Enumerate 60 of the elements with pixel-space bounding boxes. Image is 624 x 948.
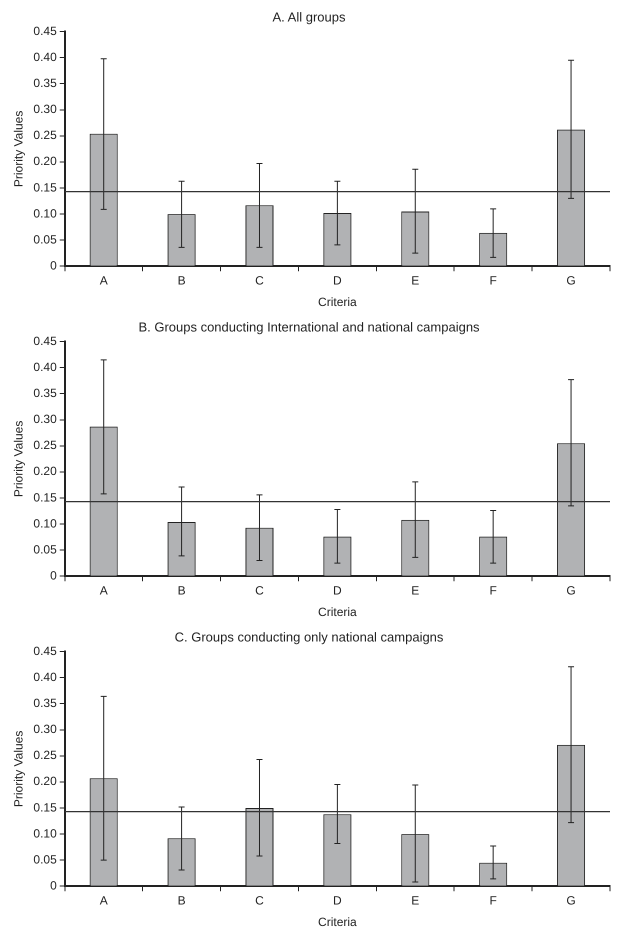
x-tick-label: F — [489, 894, 497, 908]
x-tick-label: B — [178, 274, 186, 288]
x-tick-label: F — [489, 584, 497, 598]
y-tick-label: 0.40 — [33, 360, 58, 374]
y-tick-label: 0.30 — [33, 722, 58, 736]
y-tick-label: 0.40 — [33, 50, 58, 64]
y-axis-title: Priority Values — [12, 730, 26, 808]
y-tick-label: 0.20 — [33, 464, 58, 478]
y-axis-title: Priority Values — [12, 420, 26, 498]
x-tick-label: C — [255, 584, 264, 598]
y-tick-label: 0.10 — [33, 826, 58, 840]
x-tick-label: A — [100, 274, 108, 288]
x-tick-label: F — [489, 274, 497, 288]
y-tick-label: 0.10 — [33, 516, 58, 530]
y-tick-label: 0.45 — [33, 644, 58, 658]
x-axis-title: Criteria — [318, 605, 358, 620]
y-tick-label: 0.10 — [33, 206, 58, 220]
x-tick-label: B — [178, 584, 186, 598]
y-tick-label: 0.20 — [33, 154, 58, 168]
y-tick-label: 0.05 — [33, 852, 58, 866]
y-tick-label: 0 — [50, 258, 58, 273]
x-tick-label: G — [566, 894, 576, 908]
y-tick-label: 0.05 — [33, 542, 58, 556]
y-tick-label: 0.30 — [33, 102, 58, 116]
x-tick-label: D — [333, 894, 342, 908]
x-tick-label: A — [100, 584, 108, 598]
y-axis-title: Priority Values — [12, 110, 26, 188]
x-tick-label: D — [333, 274, 342, 288]
y-tick-label: 0.45 — [33, 334, 58, 348]
chart-title: A. All groups — [272, 9, 346, 24]
y-tick-label: 0.05 — [33, 232, 58, 246]
x-tick-label: E — [411, 584, 420, 598]
y-tick-label: 0 — [50, 878, 58, 893]
y-tick-label: 0.15 — [33, 800, 58, 814]
y-tick-label: 0.35 — [33, 386, 58, 400]
y-tick-label: 0.45 — [33, 24, 58, 38]
x-tick-label: G — [566, 274, 576, 288]
y-tick-label: 0.40 — [33, 670, 58, 684]
y-tick-label: 0 — [50, 568, 58, 583]
y-tick-label: 0.25 — [33, 128, 58, 142]
y-tick-label: 0.25 — [33, 748, 58, 762]
x-tick-label: C — [255, 274, 264, 288]
x-tick-label: E — [411, 894, 420, 908]
y-tick-label: 0.35 — [33, 696, 58, 710]
chart-title: B. Groups conducting International and national campaigns — [138, 319, 480, 334]
x-axis-title: Criteria — [318, 295, 358, 310]
x-tick-label: A — [100, 894, 108, 908]
x-tick-label: B — [178, 894, 186, 908]
y-tick-label: 0.30 — [33, 412, 58, 426]
x-tick-label: G — [566, 584, 576, 598]
x-axis-title: Criteria — [318, 915, 358, 930]
x-tick-label: C — [255, 894, 264, 908]
y-tick-label: 0.35 — [33, 76, 58, 90]
y-tick-label: 0.15 — [33, 180, 58, 194]
y-tick-label: 0.20 — [33, 774, 58, 788]
y-tick-label: 0.25 — [33, 438, 58, 452]
x-tick-label: D — [333, 584, 342, 598]
x-tick-label: E — [411, 274, 420, 288]
y-tick-label: 0.15 — [33, 490, 58, 504]
chart-title: C. Groups conducting only national campaigns — [174, 629, 444, 644]
